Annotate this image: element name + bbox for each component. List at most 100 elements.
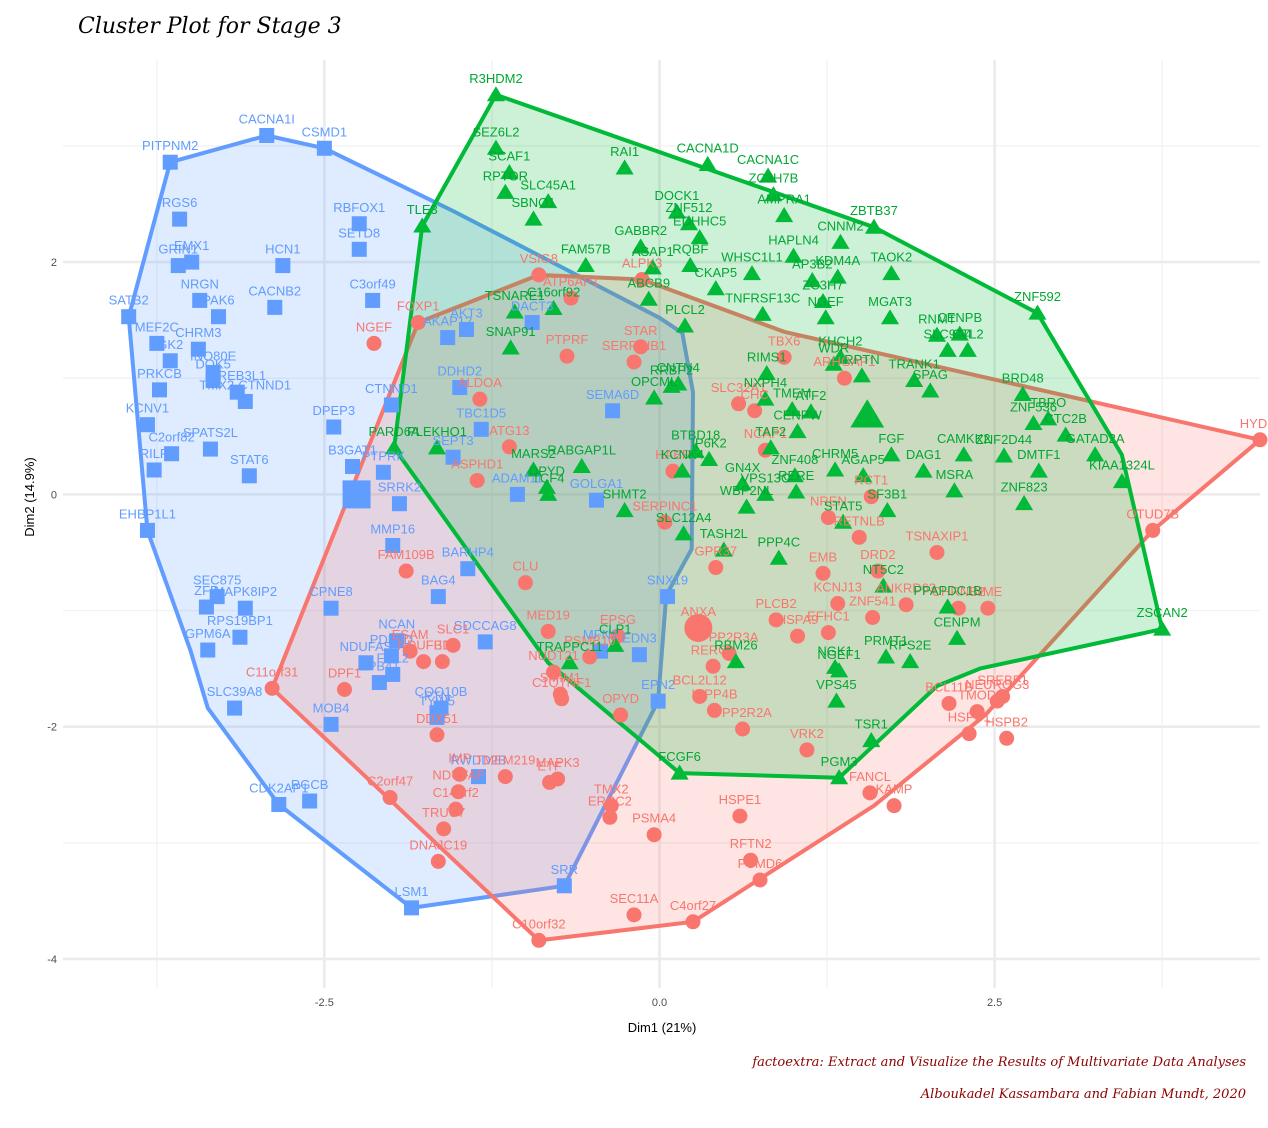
point-label: EHBP1L1: [119, 506, 176, 521]
data-point: [961, 726, 977, 742]
data-point: [539, 193, 558, 209]
data-point: [756, 390, 775, 406]
data-point: [162, 353, 178, 369]
caption-line-1: factoextra: Extract and Visualize the Re…: [752, 1055, 1246, 1070]
data-point: [385, 537, 401, 553]
axis-ticks: -2.5 0.0 2.5 -4 -2 0 2: [47, 257, 1002, 1009]
data-point: [759, 167, 778, 183]
point-label: RGS6: [162, 195, 197, 210]
data-point: [477, 634, 493, 650]
point-label: ASAP1: [632, 244, 674, 259]
data-point: [714, 541, 733, 557]
data-point: [149, 335, 165, 351]
point-label: CTL2: [952, 326, 984, 341]
data-point: [505, 303, 524, 319]
point-label: SF3B1: [867, 487, 907, 502]
point-label: RGCB: [291, 777, 329, 792]
data-point: [657, 514, 673, 530]
data-point: [184, 254, 200, 270]
point-label: NGEF: [356, 319, 392, 334]
cluster-hull-1: [126, 133, 695, 910]
point-label: ZNF512: [665, 200, 712, 215]
point-label: CLU: [512, 559, 538, 574]
data-point: [706, 702, 722, 718]
data-point: [851, 529, 867, 545]
point-label: CENPB: [937, 310, 982, 325]
data-point: [448, 801, 464, 817]
data-point: [1112, 472, 1131, 489]
data-point: [531, 267, 547, 283]
data-point: [436, 821, 452, 837]
data-point: [139, 417, 155, 433]
point-label: SEPT3: [432, 433, 473, 448]
point-label: TSR1: [855, 717, 888, 732]
point-label: RILP: [140, 446, 169, 461]
data-point: [950, 325, 969, 341]
data-point: [914, 462, 933, 478]
point-label: CHC: [741, 387, 769, 402]
point-label: PGM3: [821, 754, 858, 769]
data-point: [870, 563, 886, 579]
data-point: [563, 290, 579, 306]
point-label: RBM26: [714, 638, 757, 653]
point-label: TCF4: [532, 470, 565, 485]
data-point: [152, 382, 168, 398]
point-label: EDHHC5: [673, 214, 726, 229]
point-label: TNFRSF13C: [725, 290, 800, 305]
point-label: DPYD: [529, 463, 565, 478]
data-point: [756, 485, 775, 501]
point-label: KHCH2: [818, 333, 862, 348]
data-point: [700, 450, 719, 467]
data-point: [816, 309, 835, 325]
point-label: CACNA1C: [737, 152, 799, 167]
point-label: PPP2R2A: [713, 705, 772, 720]
data-point: [650, 693, 666, 709]
point-label: PRKCB: [137, 366, 182, 381]
data-point: [1086, 446, 1105, 462]
data-point: [731, 396, 747, 412]
point-label: SLC32A1: [711, 380, 767, 395]
point-label: NDUFAS: [340, 639, 393, 654]
point-label: R3HDM2: [469, 71, 522, 86]
data-point: [546, 664, 562, 680]
data-point: [673, 462, 692, 478]
point-label: C2orf47: [367, 774, 413, 789]
point-label: GATAD2A: [1066, 431, 1125, 446]
point-label: ZC3H7: [802, 278, 843, 293]
data-point: [375, 464, 391, 480]
point-label: NUDT21: [528, 648, 579, 663]
x-axis-label: Dim1 (21%): [628, 1020, 697, 1035]
point-label: HSPE1: [719, 792, 762, 807]
point-label: CACNA1I: [239, 111, 295, 126]
point-label: AP3B2: [792, 257, 832, 272]
data-point: [927, 326, 947, 342]
data-point: [863, 489, 879, 505]
point-label: PAK6: [202, 293, 234, 308]
point-label: ZSCAN2: [1137, 605, 1188, 620]
point-label: BARHP4: [442, 545, 494, 560]
y-tick-label: 0: [51, 489, 57, 501]
point-label: EMX1: [174, 238, 209, 253]
data-point: [790, 628, 806, 644]
point-label: RPTN: [844, 352, 879, 367]
data-point: [639, 290, 658, 306]
data-point: [572, 457, 591, 473]
data-point: [698, 155, 717, 171]
data-point: [501, 339, 520, 355]
data-point: [994, 447, 1014, 463]
data-point: [645, 389, 664, 405]
point-label: KCNV1: [126, 401, 169, 416]
point-label: ASPHD1: [451, 456, 503, 471]
point-label: STAT5: [824, 498, 863, 513]
point-label: AMPRA1: [757, 192, 810, 207]
point-label: RERE: [778, 468, 814, 483]
data-point: [605, 403, 621, 419]
data-point: [631, 238, 650, 254]
grid-lines: [63, 60, 1260, 988]
point-label: SEZ6L2: [472, 124, 519, 139]
data-point: [776, 349, 792, 365]
point-label: PTPRF: [546, 332, 589, 347]
cluster-center-2: [684, 613, 713, 642]
point-label: OTUD7B: [1126, 506, 1179, 521]
point-label: BAG4: [421, 573, 456, 588]
